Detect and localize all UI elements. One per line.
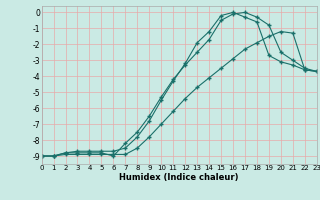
X-axis label: Humidex (Indice chaleur): Humidex (Indice chaleur) [119, 173, 239, 182]
